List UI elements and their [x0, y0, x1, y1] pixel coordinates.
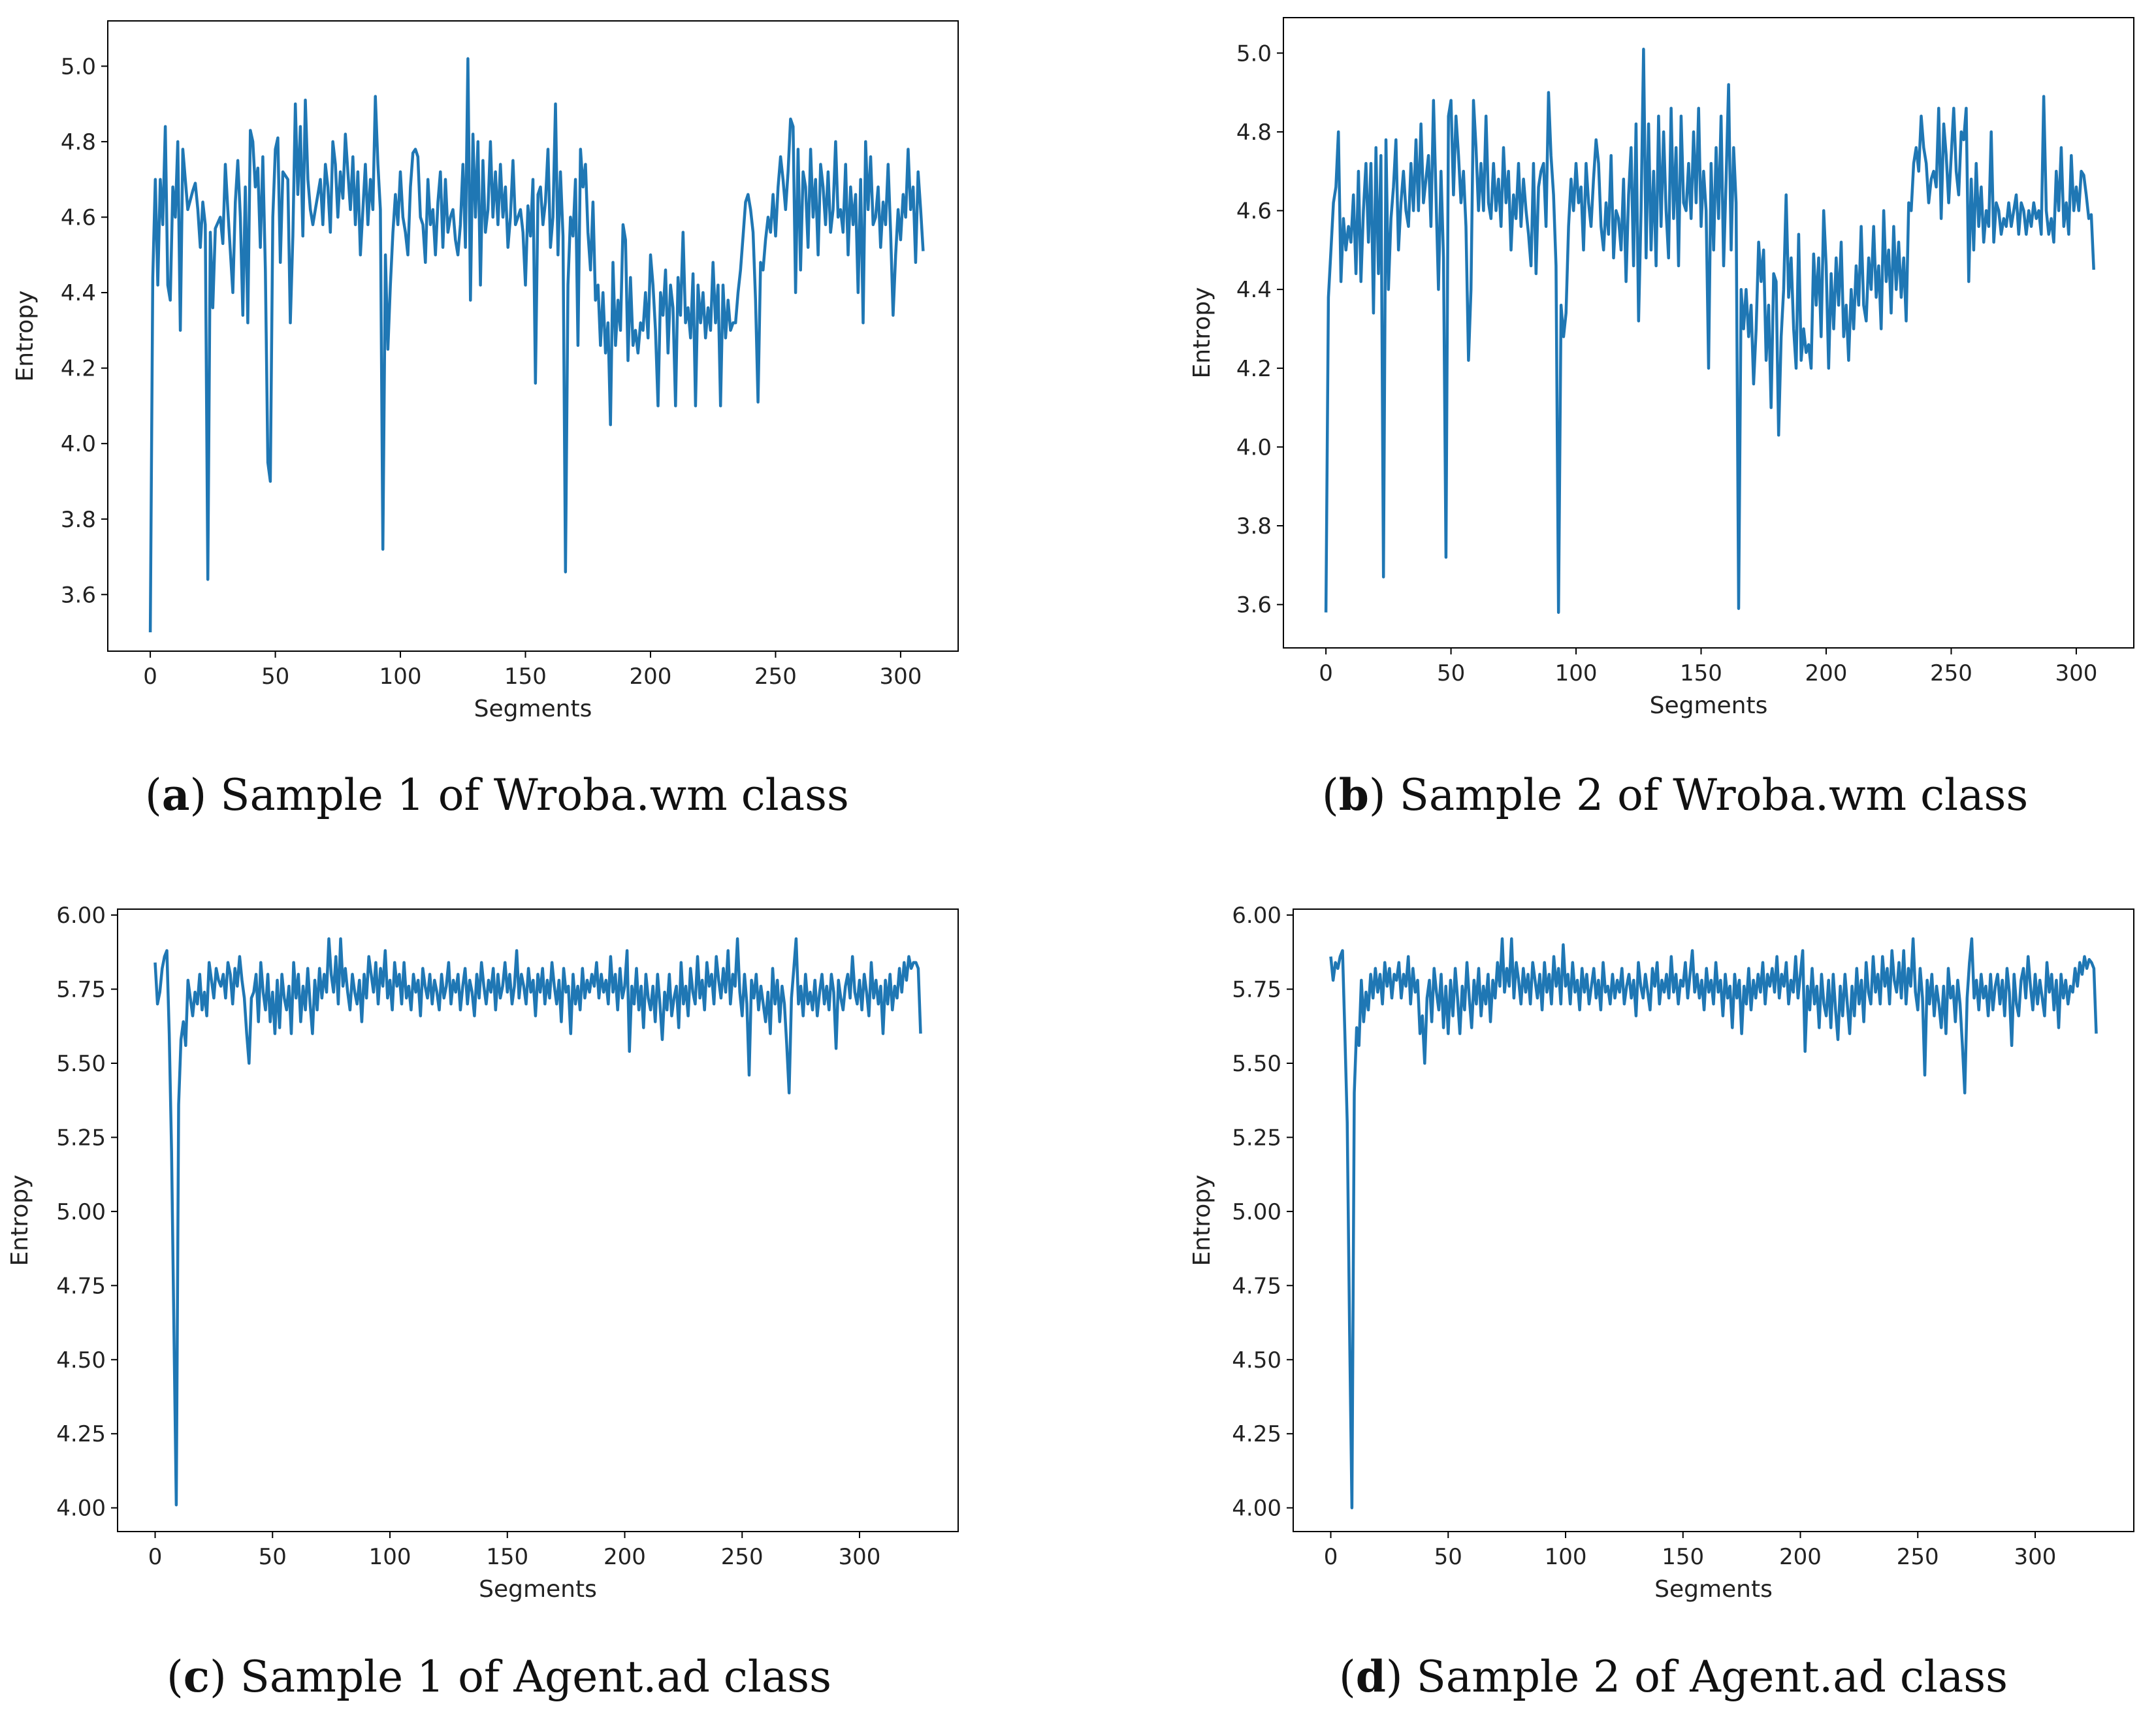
x-tick-label: 50 [1437, 660, 1465, 686]
panel-a: 0 50 100 150 200 250 300 3.6 3.8 4.0 4.2 4.4 4.6 4.8 5… [12, 20, 959, 820]
caption-text: ) Sample 1 of Wroba.wm class [190, 770, 849, 820]
x-tick-label: 150 [504, 664, 547, 690]
x-tick-label: 150 [1680, 660, 1722, 686]
x-tick-label: 150 [486, 1544, 528, 1570]
y-axis-label: Entropy [1189, 287, 1215, 379]
panel-b: 0 50 100 150 200 250 300 3.6 3.8 4.0 4.2 4.4 4.6 4.8 5… [1189, 17, 2134, 820]
x-tick-label: 200 [630, 664, 672, 690]
y-tick-label: 4.6 [61, 204, 96, 231]
entropy-line [148, 57, 925, 633]
x-tick-label: 250 [1897, 1544, 1939, 1570]
panel-d: 0 50 100 150 200 250 300 4.00 4.25 4.50 4.75 5.00 5.… [1189, 903, 2134, 1702]
x-tick-label: 250 [754, 664, 797, 690]
x-tick-label: 50 [259, 1544, 287, 1570]
caption-text: ) Sample 1 of Agent.ad class [210, 1652, 831, 1702]
y-tick-label: 4.6 [1236, 199, 1272, 225]
x-tick-label: 100 [1545, 1544, 1587, 1570]
plot-frame [1283, 17, 2134, 649]
y-tick-label: 5.25 [56, 1125, 106, 1151]
y-tick-label: 5.00 [1232, 1199, 1281, 1225]
y-tick-label: 6.00 [1232, 903, 1281, 929]
y-tick-label: 5.25 [1232, 1125, 1281, 1151]
y-tick-label: 4.4 [1236, 277, 1272, 303]
y-tick-label: 5.50 [56, 1051, 106, 1077]
y-tick-label: 4.0 [61, 431, 96, 457]
y-tick-label: 4.2 [61, 356, 96, 382]
x-tick-label: 0 [143, 664, 157, 690]
panel-c: 0 50 100 150 200 250 300 4.00 4.25 4.50 4.75 5.00 5.… [7, 903, 959, 1702]
y-tick-label: 5.0 [61, 54, 96, 80]
y-tick-label: 4.50 [56, 1347, 106, 1374]
caption-paren: ( [1322, 770, 1339, 820]
y-tick-label: 4.4 [61, 280, 96, 306]
x-tick-label: 100 [1555, 660, 1598, 686]
x-axis-label: Segments [479, 1576, 597, 1603]
y-tick-label: 3.8 [1236, 513, 1272, 539]
x-tick-label: 300 [839, 1544, 881, 1570]
x-axis-label: Segments [474, 696, 592, 722]
y-tick-label: 4.2 [1236, 356, 1272, 382]
x-tick-label: 100 [369, 1544, 411, 1570]
x-tick-label: 300 [2055, 660, 2097, 686]
y-tick-label: 4.8 [61, 129, 96, 155]
panel-caption: (d) Sample 2 of Agent.ad class [1339, 1651, 2008, 1702]
caption-paren: ( [145, 770, 162, 820]
x-tick-label: 300 [2014, 1544, 2057, 1570]
x-tick-label: 200 [603, 1544, 646, 1570]
y-axis-label: Entropy [1189, 1175, 1215, 1266]
y-axis-label: Entropy [7, 1175, 33, 1266]
caption-paren: ( [1339, 1652, 1356, 1702]
y-tick-label: 4.00 [1232, 1496, 1281, 1522]
y-tick-label: 5.50 [1232, 1051, 1281, 1077]
y-tick-label: 4.50 [1232, 1347, 1281, 1374]
y-tick-label: 4.00 [56, 1496, 106, 1522]
y-tick-label: 5.00 [56, 1199, 106, 1225]
x-tick-label: 250 [1930, 660, 1972, 686]
y-tick-label: 4.25 [1232, 1421, 1281, 1447]
y-tick-label: 4.25 [56, 1421, 106, 1447]
y-tick-label: 5.0 [1236, 40, 1272, 67]
panel-caption: (b) Sample 2 of Wroba.wm class [1322, 769, 2028, 820]
y-tick-label: 6.00 [56, 903, 106, 929]
caption-text: ) Sample 2 of Wroba.wm class [1369, 770, 2028, 820]
x-tick-label: 0 [1319, 660, 1333, 686]
plot-frame [117, 908, 959, 1532]
x-tick-label: 100 [379, 664, 422, 690]
entropy-line [1329, 937, 2098, 1509]
y-tick-label: 4.75 [1232, 1273, 1281, 1299]
y-tick-label: 3.6 [61, 582, 96, 608]
caption-letter: b [1339, 769, 1369, 820]
y-tick-label: 4.0 [1236, 434, 1272, 460]
y-tick-label: 3.8 [61, 507, 96, 533]
x-tick-label: 50 [1434, 1544, 1462, 1570]
plot-frame [1293, 908, 2134, 1532]
y-tick-label: 3.6 [1236, 592, 1272, 619]
caption-text: ) Sample 2 of Agent.ad class [1386, 1652, 2008, 1702]
x-tick-label: 0 [1324, 1544, 1338, 1570]
plot-frame [107, 20, 959, 652]
y-tick-label: 5.75 [1232, 977, 1281, 1003]
x-tick-label: 150 [1662, 1544, 1704, 1570]
caption-letter: c [184, 1651, 210, 1702]
caption-letter: d [1356, 1651, 1386, 1702]
entropy-line [1324, 48, 2095, 614]
y-tick-label: 5.75 [56, 977, 106, 1003]
caption-paren: ( [167, 1652, 184, 1702]
panel-caption: (c) Sample 1 of Agent.ad class [167, 1651, 831, 1702]
x-tick-label: 300 [879, 664, 922, 690]
x-tick-label: 200 [1779, 1544, 1822, 1570]
y-tick-label: 4.8 [1236, 120, 1272, 146]
x-tick-label: 200 [1805, 660, 1848, 686]
panel-caption: (a) Sample 1 of Wroba.wm class [145, 769, 849, 820]
entropy-line [153, 937, 922, 1507]
x-tick-label: 50 [261, 664, 289, 690]
y-tick-label: 4.75 [56, 1273, 106, 1299]
x-axis-label: Segments [1650, 692, 1768, 719]
x-tick-label: 250 [721, 1544, 764, 1570]
x-tick-label: 0 [148, 1544, 163, 1570]
caption-letter: a [162, 769, 190, 820]
x-axis-label: Segments [1654, 1576, 1773, 1603]
y-axis-label: Entropy [12, 291, 39, 382]
